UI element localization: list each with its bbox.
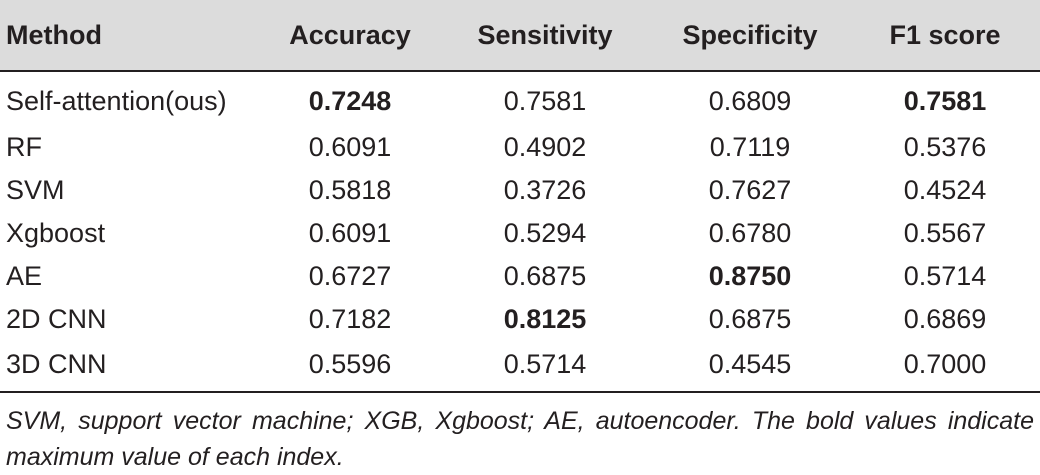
cell-accuracy: 0.6091 [308,132,392,162]
header-sensitivity: Sensitivity [440,0,650,72]
cell-method: Self-attention(ous) [6,85,227,116]
table-row: 2D CNN 0.7182 0.8125 0.6875 0.6869 [0,298,1040,341]
cell-specificity: 0.6809 [708,85,792,116]
cell-f1-score: 0.6869 [903,304,987,334]
table-row: AE 0.6727 0.6875 0.8750 0.5714 [0,255,1040,298]
table-row: Self-attention(ous) 0.7248 0.7581 0.6809… [0,71,1040,126]
cell-specificity: 0.8750 [708,261,792,291]
cell-method: 2D CNN [6,304,107,334]
cell-specificity: 0.6875 [708,304,792,334]
cell-sensitivity: 0.3726 [503,175,587,205]
cell-method: RF [6,132,42,162]
cell-sensitivity: 0.5294 [503,218,587,248]
cell-f1-score: 0.5376 [903,132,987,162]
cell-sensitivity: 0.6875 [503,261,587,291]
cell-sensitivity: 0.7581 [503,85,587,116]
cell-method: AE [6,261,43,291]
cell-method: Xgboost [6,218,106,248]
cell-specificity: 0.7627 [708,175,792,205]
table-header: Method Accuracy Sensitivity Specificity … [0,0,1040,72]
header-row: Method Accuracy Sensitivity Specificity … [0,0,1040,72]
cell-specificity: 0.4545 [650,341,850,393]
cell-specificity: 0.6780 [708,218,792,248]
cell-accuracy: 0.5596 [260,341,440,393]
table-row: SVM 0.5818 0.3726 0.7627 0.4524 [0,169,1040,212]
header-accuracy: Accuracy [260,0,440,72]
header-f1-score: F1 score [850,0,1040,72]
cell-specificity: 0.7119 [709,132,791,162]
cell-method: 3D CNN [0,341,260,393]
cell-sensitivity: 0.4902 [503,132,587,162]
cell-accuracy: 0.7182 [308,304,392,334]
cell-sensitivity: 0.8125 [503,304,587,334]
results-table: Method Accuracy Sensitivity Specificity … [0,0,1040,393]
cell-f1-score: 0.5567 [903,218,987,248]
cell-method: SVM [6,175,65,205]
header-method: Method [0,0,260,72]
table-row: RF 0.6091 0.4902 0.7119 0.5376 [0,126,1040,169]
cell-accuracy: 0.6727 [308,261,392,291]
cell-accuracy: 0.6091 [308,218,392,248]
header-specificity: Specificity [650,0,850,72]
table-body: Self-attention(ous) 0.7248 0.7581 0.6809… [0,71,1040,393]
cell-accuracy: 0.7248 [308,85,392,116]
cell-f1-score: 0.5714 [903,261,987,291]
cell-accuracy: 0.5818 [308,175,392,205]
cell-f1-score: 0.4524 [903,175,987,205]
table-footnote: SVM, support vector machine; XGB, Xgboos… [6,407,1034,471]
cell-f1-score: 0.7581 [903,85,987,116]
table-row: 3D CNN 0.5596 0.5714 0.4545 0.7000 [0,341,1040,393]
cell-f1-score: 0.7000 [850,341,1040,393]
table-row: Xgboost 0.6091 0.5294 0.6780 0.5567 [0,212,1040,255]
cell-sensitivity: 0.5714 [440,341,650,393]
